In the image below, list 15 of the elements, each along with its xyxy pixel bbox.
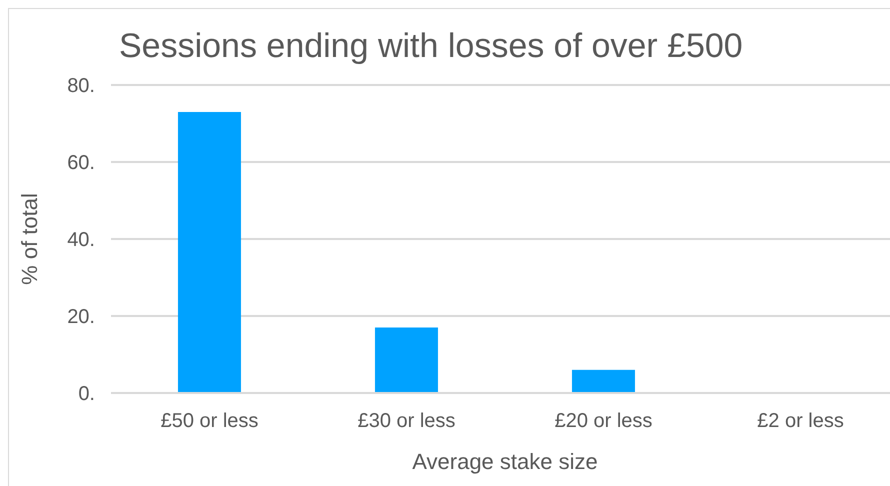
y-tick-label: 60. — [67, 152, 95, 174]
x-tick-label: £30 or less — [358, 410, 456, 432]
y-axis-title: % of total — [16, 193, 42, 285]
x-tick-label: £2 or less — [757, 410, 844, 432]
x-tick-label: £50 or less — [160, 410, 258, 432]
y-tick-label: 40. — [67, 229, 95, 252]
bar — [572, 370, 635, 393]
chart-title: Sessions ending with losses of over £500 — [119, 27, 743, 66]
y-tick-label: 0. — [78, 383, 95, 406]
x-tick-label: £20 or less — [554, 410, 652, 432]
bar — [374, 328, 438, 393]
y-tick-label: 20. — [67, 306, 95, 328]
bar — [178, 112, 241, 393]
y-tick-label: 80. — [67, 75, 95, 98]
x-axis-title: Average stake size — [412, 449, 598, 474]
